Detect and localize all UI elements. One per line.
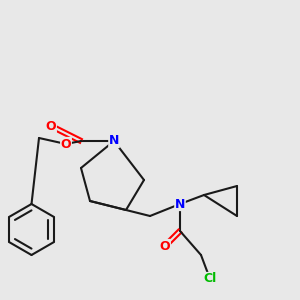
Text: O: O [46, 119, 56, 133]
Text: O: O [61, 137, 71, 151]
Text: N: N [175, 197, 185, 211]
Text: N: N [109, 134, 119, 148]
Text: O: O [160, 239, 170, 253]
Text: Cl: Cl [203, 272, 217, 286]
